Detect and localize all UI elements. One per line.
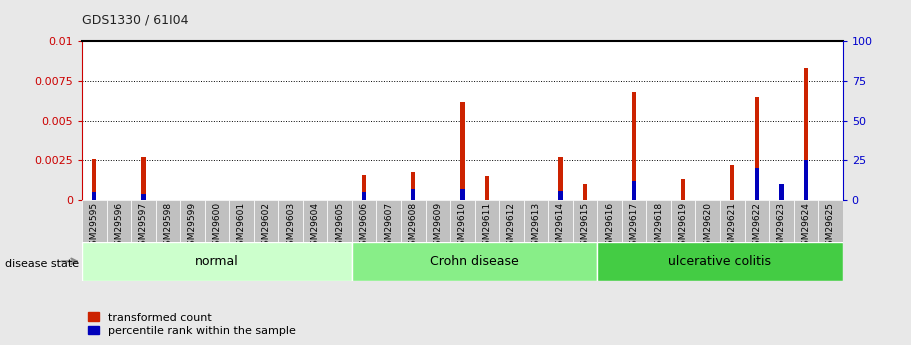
FancyBboxPatch shape: [670, 200, 695, 242]
Bar: [362, 175, 366, 200]
Bar: [583, 184, 588, 200]
Text: GSM29617: GSM29617: [630, 202, 639, 251]
Text: GSM29613: GSM29613: [531, 202, 540, 251]
Bar: [141, 194, 146, 200]
FancyBboxPatch shape: [647, 200, 670, 242]
Text: GSM29624: GSM29624: [802, 202, 811, 251]
FancyBboxPatch shape: [475, 200, 499, 242]
FancyBboxPatch shape: [107, 200, 131, 242]
Text: GSM29597: GSM29597: [138, 202, 148, 251]
FancyBboxPatch shape: [720, 200, 744, 242]
Text: normal: normal: [195, 255, 239, 268]
Bar: [754, 168, 759, 200]
Bar: [411, 171, 415, 200]
Text: GSM29619: GSM29619: [679, 202, 688, 251]
Bar: [460, 189, 465, 200]
FancyBboxPatch shape: [598, 241, 843, 281]
Bar: [632, 181, 636, 200]
FancyBboxPatch shape: [818, 200, 843, 242]
FancyBboxPatch shape: [131, 200, 156, 242]
Bar: [362, 192, 366, 200]
Text: disease state: disease state: [5, 259, 78, 269]
FancyBboxPatch shape: [278, 200, 302, 242]
Text: GSM29606: GSM29606: [360, 202, 369, 251]
FancyBboxPatch shape: [230, 200, 254, 242]
FancyBboxPatch shape: [156, 200, 180, 242]
Text: GSM29604: GSM29604: [311, 202, 320, 251]
FancyBboxPatch shape: [302, 200, 327, 242]
Text: GSM29607: GSM29607: [384, 202, 394, 251]
Bar: [92, 159, 97, 200]
FancyBboxPatch shape: [352, 200, 376, 242]
Text: GDS1330 / 61I04: GDS1330 / 61I04: [82, 14, 189, 27]
FancyBboxPatch shape: [744, 200, 769, 242]
Bar: [730, 165, 734, 200]
FancyBboxPatch shape: [450, 200, 475, 242]
Text: GSM29616: GSM29616: [605, 202, 614, 251]
Text: GSM29599: GSM29599: [188, 202, 197, 251]
Bar: [779, 184, 783, 200]
Bar: [779, 184, 783, 200]
Text: GSM29601: GSM29601: [237, 202, 246, 251]
Text: GSM29602: GSM29602: [261, 202, 271, 251]
Text: GSM29608: GSM29608: [409, 202, 418, 251]
FancyBboxPatch shape: [499, 200, 524, 242]
Text: GSM29612: GSM29612: [507, 202, 516, 251]
Text: ulcerative colitis: ulcerative colitis: [669, 255, 772, 268]
Legend: transformed count, percentile rank within the sample: transformed count, percentile rank withi…: [87, 313, 295, 336]
Bar: [460, 102, 465, 200]
FancyBboxPatch shape: [524, 200, 548, 242]
FancyBboxPatch shape: [695, 200, 720, 242]
FancyBboxPatch shape: [793, 200, 818, 242]
Text: GSM29610: GSM29610: [458, 202, 466, 251]
FancyBboxPatch shape: [401, 200, 425, 242]
Text: GSM29615: GSM29615: [580, 202, 589, 251]
Text: GSM29625: GSM29625: [826, 202, 834, 251]
Bar: [411, 189, 415, 200]
Text: GSM29620: GSM29620: [703, 202, 712, 251]
Bar: [92, 192, 97, 200]
FancyBboxPatch shape: [376, 200, 401, 242]
Text: GSM29614: GSM29614: [556, 202, 565, 251]
FancyBboxPatch shape: [352, 241, 598, 281]
Bar: [804, 68, 808, 200]
FancyBboxPatch shape: [769, 200, 793, 242]
Bar: [558, 157, 563, 200]
Bar: [632, 92, 636, 200]
Text: GSM29623: GSM29623: [777, 202, 786, 251]
Text: GSM29609: GSM29609: [434, 202, 443, 251]
Text: GSM29621: GSM29621: [728, 202, 737, 251]
FancyBboxPatch shape: [548, 200, 573, 242]
Text: GSM29596: GSM29596: [114, 202, 123, 251]
Bar: [754, 97, 759, 200]
FancyBboxPatch shape: [82, 200, 107, 242]
Text: GSM29611: GSM29611: [482, 202, 491, 251]
FancyBboxPatch shape: [327, 200, 352, 242]
FancyBboxPatch shape: [573, 200, 598, 242]
FancyBboxPatch shape: [82, 241, 352, 281]
FancyBboxPatch shape: [425, 200, 450, 242]
FancyBboxPatch shape: [622, 200, 647, 242]
FancyBboxPatch shape: [598, 200, 622, 242]
Text: GSM29618: GSM29618: [654, 202, 663, 251]
Text: GSM29598: GSM29598: [163, 202, 172, 251]
Bar: [681, 179, 685, 200]
FancyBboxPatch shape: [205, 200, 230, 242]
Bar: [558, 190, 563, 200]
Text: GSM29595: GSM29595: [90, 202, 98, 251]
Text: GSM29622: GSM29622: [752, 202, 762, 251]
Text: GSM29605: GSM29605: [335, 202, 344, 251]
Bar: [485, 176, 489, 200]
FancyBboxPatch shape: [180, 200, 205, 242]
Text: GSM29603: GSM29603: [286, 202, 295, 251]
Text: Crohn disease: Crohn disease: [430, 255, 519, 268]
Bar: [141, 157, 146, 200]
Bar: [804, 160, 808, 200]
Text: GSM29600: GSM29600: [212, 202, 221, 251]
FancyBboxPatch shape: [254, 200, 278, 242]
